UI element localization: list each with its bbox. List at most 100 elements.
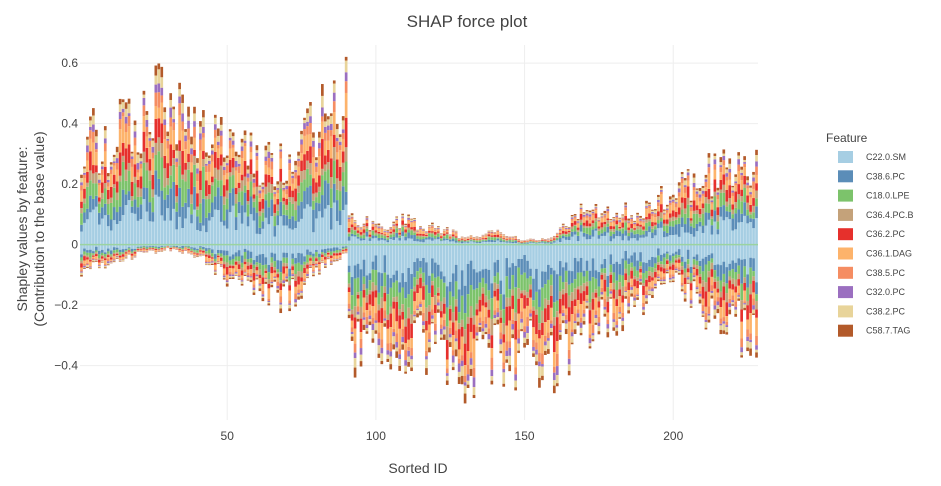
bar-segment-C38.2.PC: [526, 333, 529, 339]
bar-segment-C36.1.DAG: [416, 232, 419, 233]
bar-segment-C18.0.LPE: [354, 231, 357, 235]
bar-segment-C22.0.SM: [375, 238, 378, 245]
bar-segment-C38.2.PC: [128, 254, 131, 255]
bar-segment-C36.1.DAG: [318, 264, 321, 269]
bar-segment-C36.2.PC: [291, 191, 294, 198]
bar-segment-C22.0.SM: [464, 245, 467, 286]
bar-segment-C38.2.PC: [205, 263, 208, 264]
bar-segment-C38.5.PC: [705, 182, 708, 187]
bar-segment-C38.5.PC: [470, 352, 473, 358]
legend-item-C38.5.PC[interactable]: C38.5.PC: [838, 267, 906, 279]
bar-segment-C22.0.SM: [89, 212, 92, 244]
bar-segment-C38.5.PC: [740, 338, 743, 347]
bar-segment-C18.0.LPE: [583, 276, 586, 283]
bar-segment-C32.0.PC: [104, 138, 107, 143]
bar-segment-C18.0.LPE: [639, 229, 642, 235]
bar-segment-C32.0.PC: [297, 159, 300, 161]
legend-item-C38.2.PC[interactable]: C38.2.PC: [838, 305, 906, 317]
bar-segment-C22.0.SM: [598, 239, 601, 245]
bar-segment-C38.5.PC: [660, 192, 663, 194]
bar-segment-C58.7.TAG: [401, 214, 404, 215]
bar-segment-C58.7.TAG: [609, 219, 612, 220]
bar-segment-C58.7.TAG: [696, 292, 699, 294]
bar-segment-C36.2.PC: [131, 182, 134, 196]
bar-segment-C38.2.PC: [663, 211, 666, 213]
bar-segment-C22.0.SM: [208, 221, 211, 245]
bar-segment-C38.6.PC: [116, 212, 119, 224]
bar-segment-C38.5.PC: [315, 263, 318, 265]
bar-segment-C38.6.PC: [157, 247, 160, 248]
bar-segment-C32.0.PC: [687, 277, 690, 279]
bar-segment-C38.6.PC: [229, 193, 232, 212]
bar-segment-C38.2.PC: [327, 258, 330, 259]
bar-segment-C32.0.PC: [624, 206, 627, 208]
bar-segment-C58.7.TAG: [422, 229, 425, 230]
bar-segment-C38.2.PC: [339, 137, 342, 142]
bar-segment-C18.0.LPE: [386, 238, 389, 240]
bar-segment-C18.0.LPE: [303, 179, 306, 191]
bar-segment-C38.6.PC: [98, 213, 101, 225]
legend-item-C36.4.PC.B[interactable]: C36.4.PC.B: [838, 209, 914, 221]
bar-segment-C58.7.TAG: [306, 108, 309, 113]
bar-segment-C38.2.PC: [398, 359, 401, 366]
legend-item-C36.1.DAG[interactable]: C36.1.DAG: [838, 248, 912, 260]
bar-segment-C38.2.PC: [592, 335, 595, 339]
legend-item-C32.0.PC[interactable]: C32.0.PC: [838, 286, 906, 298]
bar-segment-C18.0.LPE: [547, 242, 550, 243]
legend-item-C38.6.PC[interactable]: C38.6.PC: [838, 170, 906, 182]
legend-item-C22.0.SM[interactable]: C22.0.SM: [838, 151, 906, 163]
bar-segment-C22.0.SM: [235, 230, 238, 245]
bar-segment-C38.6.PC: [232, 254, 235, 259]
bar-segment-C32.0.PC: [541, 364, 544, 366]
bar-segment-C36.4.PC.B: [476, 304, 479, 310]
bar-segment-C18.0.LPE: [297, 193, 300, 206]
bar-segment-C38.5.PC: [752, 181, 755, 188]
legend-item-C58.7.TAG[interactable]: C58.7.TAG: [838, 325, 910, 337]
legend-item-C18.0.LPE[interactable]: C18.0.LPE: [838, 190, 910, 202]
bar-segment-C32.0.PC: [226, 163, 229, 165]
bar-segment-C36.2.PC: [380, 233, 383, 234]
bar-segment-C18.0.LPE: [702, 214, 705, 226]
bar-segment-C38.5.PC: [601, 288, 604, 292]
bar-segment-C36.4.PC.B: [297, 271, 300, 276]
bar-segment-C38.6.PC: [479, 271, 482, 283]
bar-segment-C36.2.PC: [449, 238, 452, 239]
bar-segment-C38.6.PC: [357, 237, 360, 239]
bar-segment-C22.0.SM: [253, 221, 256, 245]
legend-item-C36.2.PC[interactable]: C36.2.PC: [838, 228, 906, 240]
bar-segment-C38.5.PC: [520, 311, 523, 318]
bar-segment-C18.0.LPE: [119, 252, 122, 255]
bar-segment-C36.4.PC.B: [276, 205, 279, 211]
bar-segment-C38.5.PC: [606, 211, 609, 213]
bar-segment-C38.5.PC: [80, 185, 83, 190]
bar-segment-C38.2.PC: [122, 260, 125, 261]
bar-segment-C38.2.PC: [241, 281, 244, 283]
bar-segment-C58.7.TAG: [324, 113, 327, 121]
bar-segment-C32.0.PC: [291, 176, 294, 178]
bar-segment-C22.0.SM: [666, 245, 669, 252]
bar-segment-C22.0.SM: [83, 223, 86, 245]
bar-segment-C32.0.PC: [184, 136, 187, 142]
bar-segment-C22.0.SM: [722, 220, 725, 244]
legend[interactable]: Feature C22.0.SMC38.6.PCC18.0.LPEC36.4.P…: [826, 131, 914, 337]
bar-segment-C36.1.DAG: [743, 291, 746, 302]
bar-segment-C18.0.LPE: [294, 210, 297, 221]
bar-segment-C36.1.DAG: [630, 222, 633, 224]
bar-segment-C38.6.PC: [211, 203, 214, 218]
y-tick-label: 0.2: [61, 177, 78, 191]
bar-segment-C58.7.TAG: [232, 132, 235, 136]
bar-segment-C58.7.TAG: [330, 264, 333, 265]
bar-segment-C18.0.LPE: [737, 199, 740, 209]
bar-segment-C18.0.LPE: [273, 216, 276, 226]
bar-segment-C58.7.TAG: [687, 283, 690, 284]
bar-segment-C38.5.PC: [98, 265, 101, 266]
legend-items[interactable]: C22.0.SM C38.6.PC C18.0.LPE C36.4.PC.B C36.2…: [838, 151, 914, 337]
bar-segment-C36.4.PC.B: [386, 315, 389, 320]
bar-segment-C38.5.PC: [654, 214, 657, 217]
bar-segment-C36.4.PC.B: [615, 224, 618, 225]
bar-segment-C36.1.DAG: [496, 301, 499, 308]
bar-segment-C38.2.PC: [690, 202, 693, 205]
bar-segment-C36.2.PC: [740, 190, 743, 196]
bar-segment-C36.2.PC: [449, 309, 452, 321]
bar-segment-C36.1.DAG: [321, 122, 324, 139]
